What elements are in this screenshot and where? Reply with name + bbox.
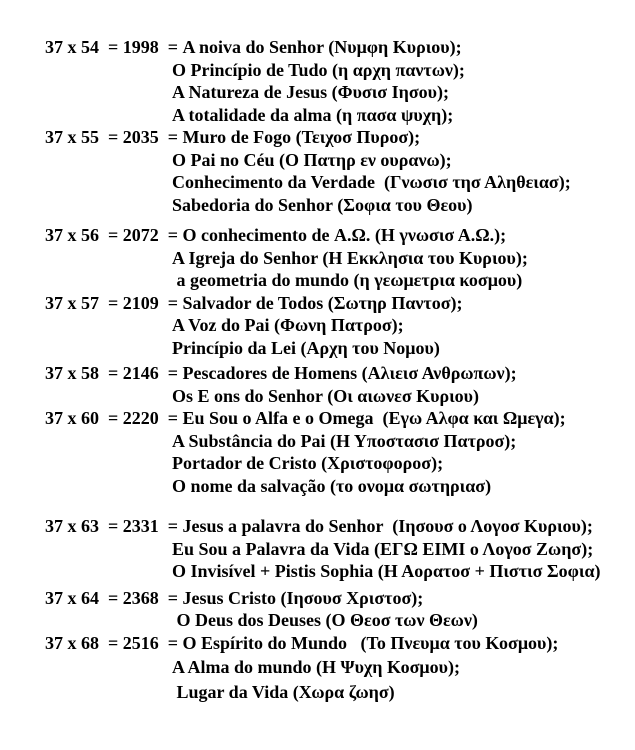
equation-line: 37 x 64 = 2368 = Jesus Cristo (Ιησουσ Χρ…	[45, 587, 635, 610]
phrase-line: O Pai no Céu (Ο Πατηρ εν ουρανω);	[45, 149, 635, 172]
equation-label: 37 x 63 = 2331 =	[45, 516, 183, 536]
phrase-line: Portador de Cristo (Χριστοφοροσ);	[45, 452, 635, 475]
equation-label: 37 x 54 = 1998 =	[45, 37, 183, 57]
phrase-line: A Natureza de Jesus (Φυσισ Ιησου);	[45, 81, 635, 104]
phrase-line: O Deus dos Deuses (Ο Θεοσ των Θεων)	[45, 609, 635, 632]
phrase-line: Lugar da Vida (Χωρα ζωησ)	[45, 681, 635, 704]
phrase-line: A Substância do Pai (Η Υποστασισ Πατροσ)…	[45, 430, 635, 453]
phrase-text: O Pai no Céu (Ο Πατηρ εν ουρανω);	[172, 149, 452, 170]
equation-label: 37 x 58 = 2146 =	[45, 363, 183, 383]
phrase-text: a geometria do mundo (η γεωμετρια κοσμου…	[172, 270, 523, 290]
phrase-line: Sabedoria do Senhor (Σοφια του Θεου)	[45, 194, 635, 217]
equation-list: 37 x 54 = 1998 = A noiva do Senhor (Νυμφ…	[45, 36, 635, 703]
phrase-line: A totalidade da alma (η πασα ψυχη);	[45, 104, 635, 127]
phrase-text: O nome da salvação (το ονομα σωτηριασ)	[172, 475, 492, 496]
equation-block: 37 x 56 = 2072 = O conhecimento de Α.Ω. …	[45, 224, 635, 292]
phrase-text: Sabedoria do Senhor (Σοφια του Θεου)	[172, 194, 473, 215]
phrase-text: O Invisível + Pistis Sophia (Η Αορατοσ +…	[172, 561, 601, 581]
phrase-line: Conhecimento da Verdade (Γνωσισ τησ Αληθ…	[45, 171, 635, 194]
equation-label: 37 x 57 = 2109 =	[45, 292, 183, 313]
phrase-line: A Alma do mundo (Η Ψυχη Κοσμου);	[45, 656, 635, 679]
phrase-text: Jesus a palavra do Senhor (Ιησουσ ο Λογο…	[182, 516, 593, 536]
phrase-text: A Substância do Pai (Η Υποστασισ Πατροσ)…	[172, 430, 517, 451]
phrase-text: Os E ons do Senhor (Οι αιωνεσ Κυριου)	[172, 385, 480, 406]
phrase-line: a geometria do mundo (η γεωμετρια κοσμου…	[45, 269, 635, 292]
equation-line: 37 x 56 = 2072 = O conhecimento de Α.Ω. …	[45, 224, 635, 247]
phrase-text: O Princípio de Tudo (η αρχη παντων);	[172, 59, 465, 80]
phrase-line: A Voz do Pai (Φωνη Πατροσ);	[45, 314, 635, 337]
phrase-line: Princípio da Lei (Αρχη του Νομου)	[45, 337, 635, 360]
phrase-text: Muro de Fogo (Τειχοσ Πυροσ);	[182, 127, 421, 147]
equation-block: 37 x 55 = 2035 = Muro de Fogo (Τειχοσ Πυ…	[45, 126, 635, 216]
phrase-text: A noiva do Senhor (Νυμφη Κυριου);	[182, 37, 462, 57]
equation-label: 37 x 64 = 2368 =	[45, 587, 183, 608]
phrase-line: Os E ons do Senhor (Οι αιωνεσ Κυριου)	[45, 385, 635, 408]
phrase-text: Conhecimento da Verdade (Γνωσισ τησ Αληθ…	[172, 172, 571, 192]
phrase-line: O Princípio de Tudo (η αρχη παντων);	[45, 59, 635, 82]
phrase-line: A Igreja do Senhor (Η Εκκλησια του Κυριο…	[45, 247, 635, 270]
equation-block: 37 x 58 = 2146 = Pescadores de Homens (Α…	[45, 362, 635, 407]
equation-line: 37 x 63 = 2331 = Jesus a palavra do Senh…	[45, 515, 635, 538]
equation-line: 37 x 54 = 1998 = A noiva do Senhor (Νυμφ…	[45, 36, 635, 59]
phrase-text: Portador de Cristo (Χριστοφοροσ);	[172, 453, 444, 473]
equation-block: 37 x 57 = 2109 = Salvador de Todos (Σωτη…	[45, 292, 635, 360]
equation-block: 37 x 68 = 2516 = O Espírito do Mundo (Το…	[45, 632, 635, 704]
equation-block: 37 x 63 = 2331 = Jesus a palavra do Senh…	[45, 515, 635, 583]
phrase-line: O Invisível + Pistis Sophia (Η Αορατοσ +…	[45, 560, 635, 583]
equation-label: 37 x 55 = 2035 =	[45, 127, 183, 147]
phrase-text: Jesus Cristo (Ιησουσ Χριστοσ);	[182, 587, 424, 608]
equation-label: 37 x 56 = 2072 =	[45, 225, 183, 245]
phrase-line: Eu Sou a Palavra da Vida (ΕΓΩ ΕΙΜΙ ο Λογ…	[45, 538, 635, 561]
phrase-text: O conhecimento de Α.Ω. (Η γνωσισ Α.Ω.);	[182, 225, 507, 245]
phrase-text: A Igreja do Senhor (Η Εκκλησια του Κυριο…	[172, 247, 528, 268]
equation-label: 37 x 60 = 2220 =	[45, 408, 183, 428]
phrase-text: O Deus dos Deuses (Ο Θεοσ των Θεων)	[172, 610, 478, 630]
phrase-text: A Voz do Pai (Φωνη Πατροσ);	[172, 315, 404, 335]
phrase-text: Eu Sou a Palavra da Vida (ΕΓΩ ΕΙΜΙ ο Λογ…	[172, 538, 594, 559]
phrase-text: A Alma do mundo (Η Ψυχη Κοσμου);	[172, 657, 460, 677]
phrase-line: O nome da salvação (το ονομα σωτηριασ)	[45, 475, 635, 498]
phrase-text: Eu Sou o Alfa e o Omega (Εγω Αλφα και Ωμ…	[182, 408, 566, 428]
phrase-text: Princípio da Lei (Αρχη του Νομου)	[172, 337, 440, 358]
equation-line: 37 x 58 = 2146 = Pescadores de Homens (Α…	[45, 362, 635, 385]
phrase-text: A Natureza de Jesus (Φυσισ Ιησου);	[172, 82, 449, 102]
equation-line: 37 x 60 = 2220 = Eu Sou o Alfa e o Omega…	[45, 407, 635, 430]
equation-label: 37 x 68 = 2516 =	[45, 632, 183, 653]
phrase-text: A totalidade da alma (η πασα ψυχη);	[172, 104, 454, 125]
equation-line: 37 x 68 = 2516 = O Espírito do Mundo (Το…	[45, 632, 635, 655]
equation-line: 37 x 57 = 2109 = Salvador de Todos (Σωτη…	[45, 292, 635, 315]
phrase-text: O Espírito do Mundo (Το Πνευμα του Κοσμο…	[182, 632, 559, 653]
phrase-text: Salvador de Todos (Σωτηρ Παντοσ);	[182, 292, 463, 313]
phrase-text: Lugar da Vida (Χωρα ζωησ)	[172, 681, 395, 702]
phrase-text: Pescadores de Homens (Αλιεισ Ανθρωπων);	[182, 363, 517, 383]
equation-block: 37 x 60 = 2220 = Eu Sou o Alfa e o Omega…	[45, 407, 635, 497]
equation-block: 37 x 64 = 2368 = Jesus Cristo (Ιησουσ Χρ…	[45, 587, 635, 632]
equation-line: 37 x 55 = 2035 = Muro de Fogo (Τειχοσ Πυ…	[45, 126, 635, 149]
equation-block: 37 x 54 = 1998 = A noiva do Senhor (Νυμφ…	[45, 36, 635, 126]
